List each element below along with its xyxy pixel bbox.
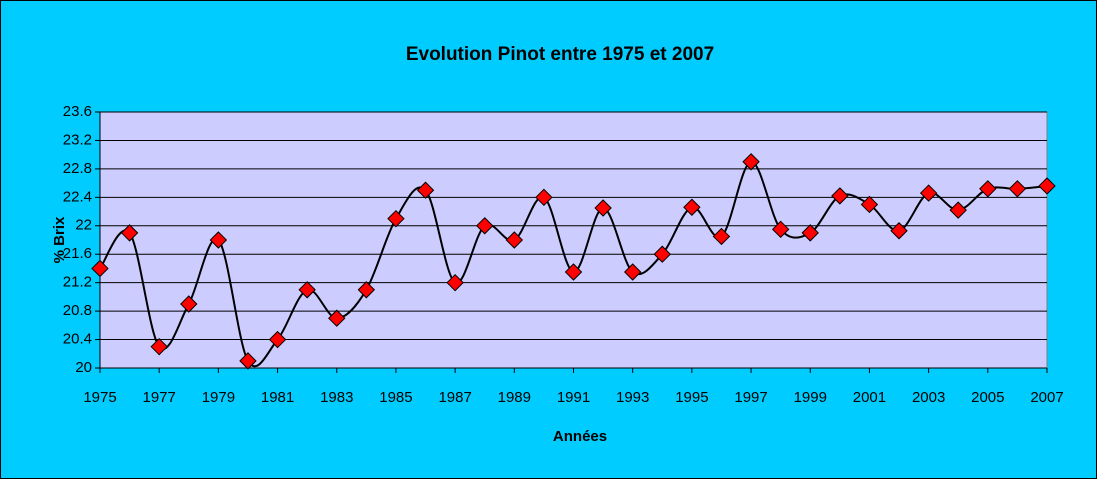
x-tick-label: 1987 bbox=[438, 389, 471, 406]
data-point bbox=[801, 224, 819, 242]
x-tick-label: 1977 bbox=[143, 389, 176, 406]
data-point bbox=[919, 184, 938, 202]
data-point bbox=[683, 198, 701, 216]
data-point bbox=[594, 199, 612, 217]
data-point bbox=[712, 227, 731, 246]
y-tick-label: 22 bbox=[75, 217, 92, 234]
data-point bbox=[357, 281, 376, 299]
data-point bbox=[1038, 177, 1056, 195]
y-tick-label: 23.2 bbox=[63, 131, 92, 148]
data-point bbox=[949, 201, 967, 219]
data-point bbox=[979, 180, 997, 198]
data-point bbox=[653, 245, 671, 263]
y-tick-label: 22.4 bbox=[63, 188, 92, 205]
data-point bbox=[860, 195, 879, 214]
data-point bbox=[446, 273, 464, 292]
data-point bbox=[771, 220, 790, 239]
x-tick-label: 1989 bbox=[498, 389, 531, 406]
x-tick-label: 1991 bbox=[557, 389, 590, 406]
y-tick-label: 21.6 bbox=[63, 245, 92, 262]
y-tick-label: 20 bbox=[75, 359, 92, 376]
y-tick-label: 20.4 bbox=[63, 331, 92, 348]
data-point bbox=[416, 181, 435, 199]
y-tick-label: 20.8 bbox=[63, 302, 92, 319]
data-point bbox=[150, 337, 168, 356]
y-axis-label: % Brix bbox=[51, 216, 68, 263]
y-tick-label: 21.2 bbox=[63, 274, 92, 291]
y-tick-label: 23.6 bbox=[63, 103, 92, 120]
data-point bbox=[831, 187, 849, 205]
data-point bbox=[535, 188, 553, 207]
x-tick-label: 2003 bbox=[912, 389, 945, 406]
x-tick-label: 1985 bbox=[379, 389, 412, 406]
x-tick-label: 1975 bbox=[83, 389, 116, 406]
data-point bbox=[298, 281, 316, 299]
data-point bbox=[890, 222, 908, 240]
data-point bbox=[120, 224, 139, 242]
data-point bbox=[505, 231, 524, 249]
data-point bbox=[209, 231, 228, 249]
plot-area bbox=[99, 111, 1048, 369]
data-point bbox=[742, 153, 760, 171]
x-tick-label: 2005 bbox=[971, 389, 1004, 406]
data-point bbox=[623, 263, 642, 281]
y-tick-label: 22.8 bbox=[63, 160, 92, 177]
x-tick-label: 1979 bbox=[202, 389, 235, 406]
data-point bbox=[91, 259, 109, 278]
data-point bbox=[180, 295, 198, 313]
x-tick-label: 1995 bbox=[675, 389, 708, 406]
x-tick-label: 2001 bbox=[853, 389, 886, 406]
data-point bbox=[564, 263, 583, 281]
data-point bbox=[268, 330, 287, 349]
x-tick-label: 2007 bbox=[1030, 389, 1063, 406]
x-tick-label: 1981 bbox=[261, 389, 294, 406]
data-point bbox=[387, 209, 405, 228]
x-tick-label: 1997 bbox=[734, 389, 767, 406]
x-tick-label: 1993 bbox=[616, 389, 649, 406]
data-point bbox=[328, 309, 346, 327]
data-point bbox=[239, 352, 257, 370]
data-point bbox=[1008, 180, 1027, 198]
chart-title: Evolution Pinot entre 1975 et 2007 bbox=[406, 44, 714, 65]
x-axis-label: Années bbox=[553, 428, 607, 445]
x-tick-label: 1999 bbox=[794, 389, 827, 406]
x-tick-label: 1983 bbox=[320, 389, 353, 406]
data-point bbox=[476, 217, 494, 235]
